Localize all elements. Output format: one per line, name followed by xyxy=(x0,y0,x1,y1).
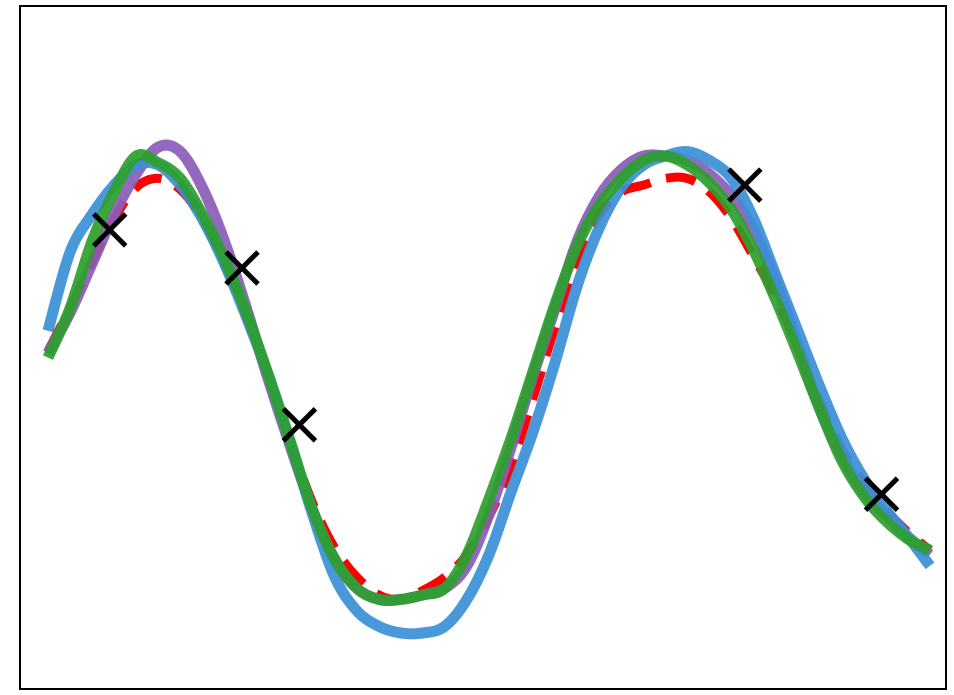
data-point-marker-5 xyxy=(863,476,900,512)
marker-layer xyxy=(91,167,900,512)
series-layer xyxy=(42,139,935,640)
data-point-marker-1 xyxy=(91,212,128,248)
data-point-marker-3 xyxy=(281,407,318,443)
series-line-green xyxy=(42,149,933,606)
data-point-marker-4 xyxy=(727,167,763,203)
data-point-marker-2 xyxy=(224,250,260,286)
